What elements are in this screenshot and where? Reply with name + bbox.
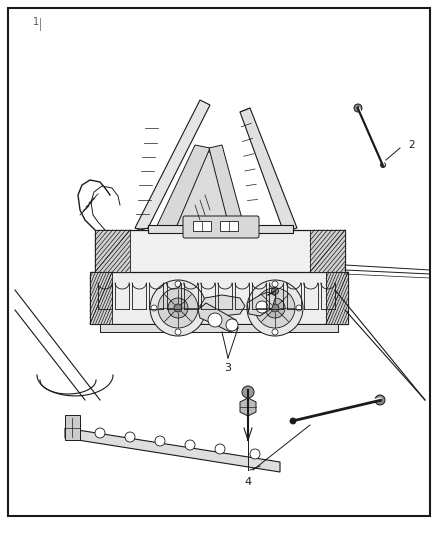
Bar [193, 221, 211, 231]
Circle shape [150, 280, 206, 336]
Bar [220, 221, 238, 231]
Circle shape [215, 444, 225, 454]
Circle shape [290, 418, 296, 424]
Circle shape [174, 304, 182, 312]
Circle shape [296, 305, 302, 311]
Circle shape [272, 287, 279, 295]
Circle shape [265, 298, 285, 318]
Circle shape [272, 329, 278, 335]
Text: 4: 4 [244, 477, 251, 487]
Circle shape [381, 163, 385, 167]
Circle shape [95, 428, 105, 438]
Circle shape [168, 298, 188, 318]
Polygon shape [65, 415, 80, 440]
Circle shape [125, 432, 135, 442]
Bar [100, 324, 338, 332]
Polygon shape [200, 295, 245, 316]
Circle shape [208, 313, 222, 327]
FancyBboxPatch shape [183, 216, 259, 238]
Text: 1: 1 [33, 17, 39, 27]
Circle shape [272, 281, 278, 287]
Circle shape [247, 280, 303, 336]
Bar [95, 230, 345, 275]
Polygon shape [209, 145, 245, 230]
Polygon shape [198, 303, 238, 332]
Circle shape [185, 440, 195, 450]
Polygon shape [175, 152, 230, 230]
Circle shape [250, 449, 260, 459]
Circle shape [242, 386, 254, 398]
Polygon shape [135, 100, 210, 230]
Bar [90, 272, 348, 324]
Polygon shape [155, 145, 210, 230]
Circle shape [151, 305, 157, 311]
Text: 3: 3 [225, 363, 232, 373]
Bar [310, 230, 345, 272]
Circle shape [175, 281, 181, 287]
Circle shape [248, 305, 254, 311]
Polygon shape [65, 428, 280, 472]
Circle shape [375, 395, 385, 405]
Polygon shape [240, 108, 297, 230]
Text: 2: 2 [408, 140, 415, 150]
Circle shape [155, 436, 165, 446]
Bar [95, 230, 130, 272]
Polygon shape [240, 398, 256, 416]
Bar [90, 272, 112, 324]
Circle shape [256, 301, 268, 313]
Circle shape [226, 319, 238, 331]
Circle shape [354, 104, 362, 112]
Circle shape [271, 304, 279, 312]
Circle shape [199, 305, 205, 311]
Polygon shape [247, 292, 276, 316]
Bar [326, 272, 348, 324]
Circle shape [158, 288, 198, 328]
Circle shape [255, 288, 295, 328]
Circle shape [175, 329, 181, 335]
Bar [148, 225, 293, 233]
